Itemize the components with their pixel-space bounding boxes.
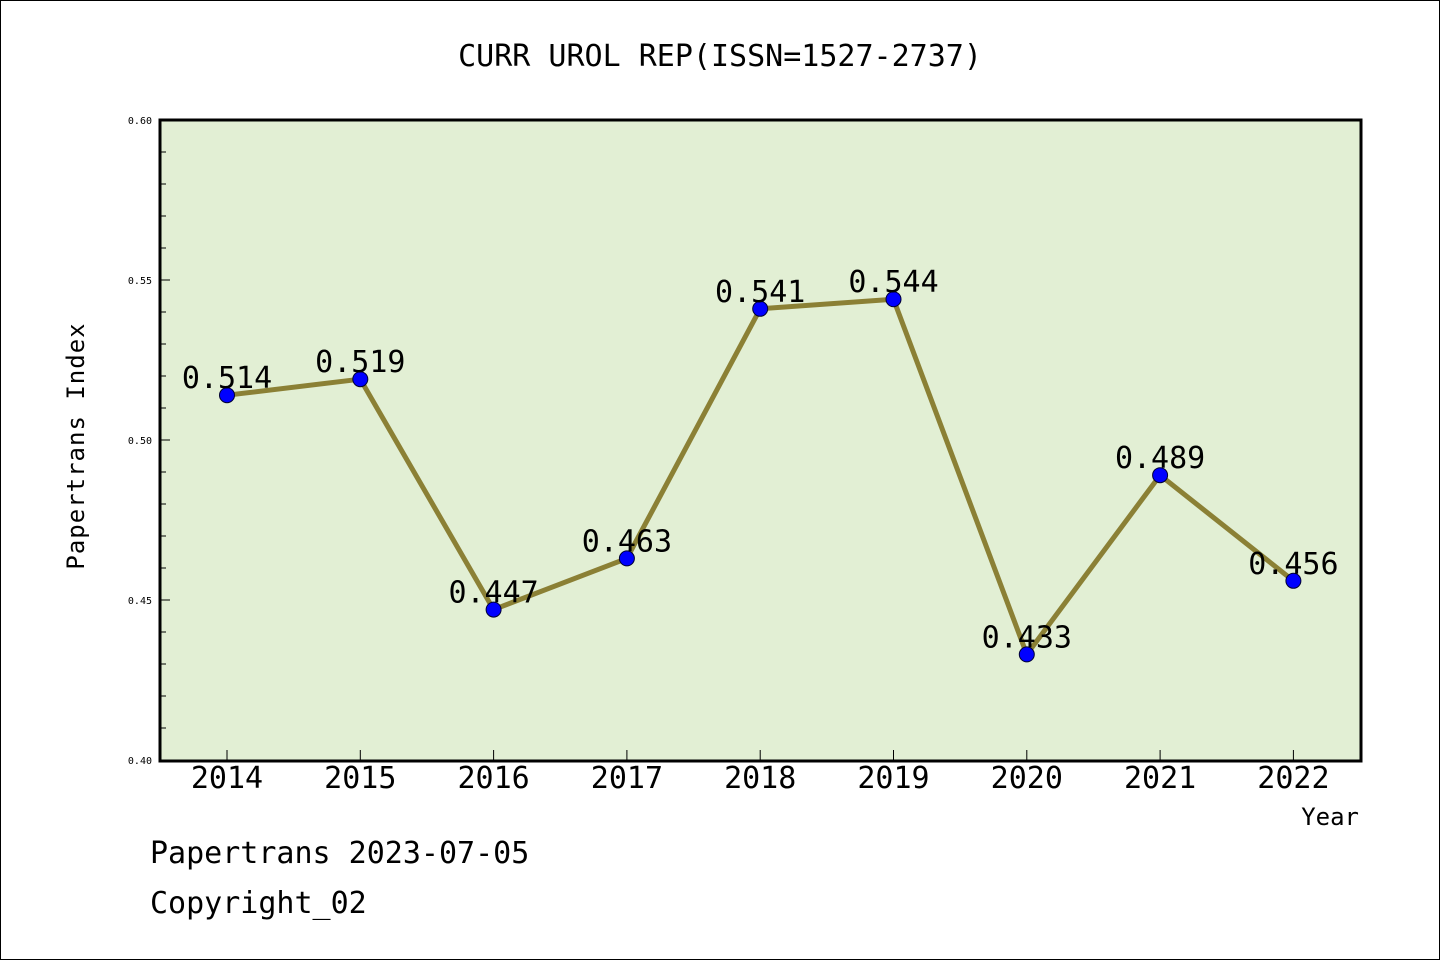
x-tick-label: 2016 [457,761,529,796]
x-axis-label: Year [1301,803,1359,831]
data-point [1152,467,1169,484]
data-point [485,601,502,618]
y-tick-label: 0.40 [128,756,152,767]
x-tick-label: 2020 [991,761,1063,796]
footer-copyright: Copyright_02 [150,886,367,921]
data-label: 0.447 [448,576,538,611]
plot-area [158,118,1363,763]
x-axis: 2014 2015 2016 2017 2018 2019 2020 2021 2022 [191,750,1330,796]
y-tick-label: 0.60 [128,116,152,127]
data-label: 0.456 [1248,547,1338,582]
data-point [618,550,635,567]
y-tick-label: 0.55 [128,276,152,287]
x-tick-label: 2022 [1257,761,1329,796]
data-point [352,371,369,388]
x-tick-label: 2018 [724,761,796,796]
chart-title: CURR UROL REP(ISSN=1527-2737) [458,39,982,74]
data-labels: 0.514 0.519 0.447 0.463 0.541 0.544 0.433 0.489… [182,265,1339,655]
data-label: 0.544 [848,265,938,300]
data-label: 0.519 [315,345,405,380]
x-tick-label: 2021 [1124,761,1196,796]
data-points [219,291,1302,663]
data-point [1018,646,1035,663]
data-label: 0.433 [982,620,1072,655]
data-point [1285,572,1302,589]
x-tick-label: 2015 [324,761,396,796]
data-label: 0.541 [715,275,805,310]
data-point [885,291,902,308]
footer-date: Papertrans 2023-07-05 [150,836,530,871]
x-tick-label: 2014 [191,761,263,796]
data-point [219,387,235,404]
x-tick-label: 2017 [591,761,663,796]
data-point [752,300,769,317]
data-label: 0.463 [582,524,672,559]
y-tick-label: 0.50 [128,436,152,447]
data-label: 0.489 [1115,441,1205,476]
y-axis-label: Papertrans Index [62,322,90,569]
y-axis: 0.40 0.45 0.50 0.55 0.60 [128,116,170,767]
data-label: 0.514 [182,361,272,396]
x-tick-label: 2019 [857,761,929,796]
y-tick-label: 0.45 [128,596,152,607]
